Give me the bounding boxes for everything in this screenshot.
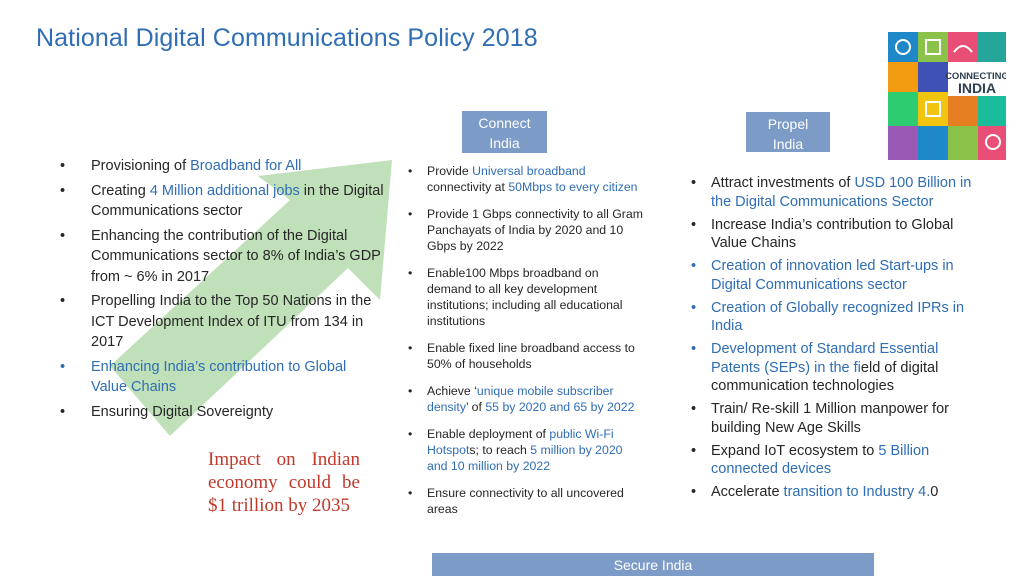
propel-india-item: Creation of Globally recognized IPRs in …	[690, 299, 980, 336]
connect-india-item: Enable deployment of public Wi-Fi Hotspo…	[406, 426, 646, 474]
connect-india-item: Provide 1 Gbps connectivity to all Gram …	[406, 206, 646, 254]
connect-india-item: Enable100 Mbps broadband on demand to al…	[406, 265, 646, 329]
propel-india-list: Attract investments of USD 100 Billion i…	[690, 174, 980, 506]
connect-india-tag: Connect India	[462, 111, 547, 153]
propel-india-item: Accelerate transition to Industry 4.0	[690, 483, 980, 502]
objectives-list: Provisioning of Broadband for All Creati…	[56, 156, 386, 426]
propel-india-item: Creation of innovation led Start-ups in …	[690, 257, 980, 294]
svg-text:CONNECTING: CONNECTING	[945, 71, 1006, 82]
propel-india-item: Attract investments of USD 100 Billion i…	[690, 174, 980, 211]
connecting-india-logo: CONNECTING INDIA	[888, 32, 1006, 160]
connect-india-list: Provide Universal broadband connectivity…	[406, 163, 646, 528]
connect-india-item: Achieve ‘unique mobile subscriber densit…	[406, 383, 646, 415]
propel-india-item: Increase India’s contribution to Global …	[690, 216, 980, 253]
impact-statement: Impact on Indian economy could be $1 tri…	[208, 449, 360, 516]
objective-item: Enhancing the contribution of the Digita…	[56, 226, 386, 288]
propel-india-item: Expand IoT ecosystem to 5 Billion connec…	[690, 442, 980, 479]
page-title: National Digital Communications Policy 2…	[36, 24, 538, 52]
propel-india-tag: Propel India	[746, 112, 830, 152]
objective-item: Creating 4 Million additional jobs in th…	[56, 181, 386, 222]
svg-text:INDIA: INDIA	[958, 80, 996, 96]
connect-india-item: Ensure connectivity to all uncovered are…	[406, 485, 646, 517]
connect-india-item: Provide Universal broadband connectivity…	[406, 163, 646, 195]
objective-item: Provisioning of Broadband for All	[56, 156, 386, 177]
secure-india-tag: Secure India	[432, 553, 874, 576]
objective-item: Enhancing India’s contribution to Global…	[56, 357, 386, 398]
propel-india-item: Development of Standard Essential Patent…	[690, 340, 980, 396]
objective-item: Ensuring Digital Sovereignty	[56, 402, 386, 423]
connect-india-item: Enable fixed line broadband access to 50…	[406, 340, 646, 372]
propel-india-item: Train/ Re-skill 1 Million manpower for b…	[690, 400, 980, 437]
objective-item: Propelling India to the Top 50 Nations i…	[56, 291, 386, 353]
